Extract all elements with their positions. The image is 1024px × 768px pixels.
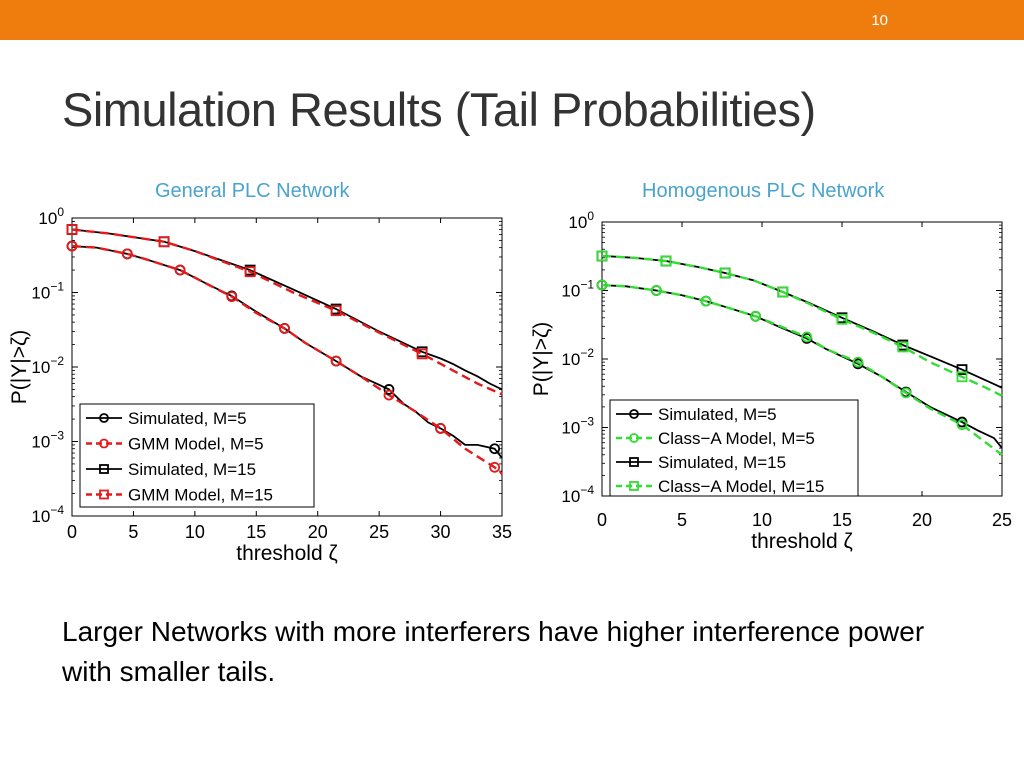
general-y-tick-label: 10−2 bbox=[31, 354, 64, 377]
homogenous-x-tick-label: 0 bbox=[597, 510, 607, 530]
homogenous-point-3 bbox=[897, 341, 909, 353]
homogenous-y-tick-label: 10−2 bbox=[561, 346, 594, 369]
homogenous-x-tick-label: 20 bbox=[912, 510, 932, 530]
general-x-tick-label: 25 bbox=[369, 522, 389, 542]
chart-homogenous-plc: 0 5 10 15 20 25 100 10−1 10−2 10−3 10−4 threshold ζ… bbox=[530, 209, 1012, 553]
homogenous-legend-marker-0 bbox=[629, 409, 639, 419]
general-legend-marker-3 bbox=[99, 489, 109, 500]
general-legend-label-2: Simulated, M=15 bbox=[128, 460, 256, 479]
homogenous-series-line-1 bbox=[601, 283, 1003, 456]
homogenous-legend-marker-2 bbox=[629, 457, 639, 467]
homogenous-legend-box bbox=[609, 399, 859, 497]
general-point-3 bbox=[66, 224, 78, 235]
homogenous-series-line-3 bbox=[601, 254, 1003, 397]
general-point-0 bbox=[383, 384, 395, 395]
homogenous-point-1 bbox=[852, 356, 864, 368]
homogenous-y-tick-label: 100 bbox=[568, 209, 594, 232]
general-x-tick-label: 5 bbox=[128, 522, 138, 542]
general-point-1 bbox=[435, 422, 446, 434]
general-legend-marker-0 bbox=[99, 413, 109, 423]
general-point-3 bbox=[158, 236, 170, 248]
homogenous-y-tick-label: 10−3 bbox=[561, 415, 594, 438]
general-x-tick-label: 35 bbox=[492, 522, 512, 542]
homogenous-point-1 bbox=[750, 310, 762, 322]
homogenous-y-axis-label: P(|Y|>ζ) bbox=[530, 322, 553, 396]
general-point-1 bbox=[279, 322, 290, 334]
general-point-0 bbox=[489, 443, 501, 455]
homogenous-point-1 bbox=[956, 419, 968, 431]
general-x-axis-label: threshold ζ bbox=[236, 542, 337, 565]
homogenous-x-tick-label: 15 bbox=[832, 510, 852, 530]
general-point-1 bbox=[226, 291, 238, 303]
homogenous-point-1 bbox=[801, 331, 813, 343]
homogenous-y-tick-label: 10−1 bbox=[561, 278, 594, 301]
homogenous-legend-label-3: Class−A Model, M=15 bbox=[658, 477, 824, 496]
chart-general-plc: 0 5 10 15 20 25 30 35 100 10−1 10−2 10−3 10−4 thresho… bbox=[8, 205, 512, 565]
homogenous-point-1 bbox=[596, 279, 608, 291]
general-point-3 bbox=[330, 305, 342, 317]
general-y-tick-label: 10−1 bbox=[31, 280, 64, 303]
general-legend-marker-2 bbox=[99, 464, 109, 474]
general-series-line-3 bbox=[71, 228, 503, 396]
general-y-axis-label: P(|Y|>ζ) bbox=[8, 330, 31, 404]
homogenous-point-3 bbox=[719, 267, 731, 279]
general-legend-label-1: GMM Model, M=5 bbox=[128, 435, 264, 454]
general-x-tick-label: 20 bbox=[308, 522, 328, 542]
general-legend-box bbox=[79, 403, 315, 508]
homogenous-x-axis-label: threshold ζ bbox=[751, 530, 852, 553]
homogenous-point-1 bbox=[700, 295, 712, 307]
general-point-1 bbox=[383, 389, 395, 401]
homogenous-point-3 bbox=[836, 313, 848, 325]
general-y-tick-label: 10−4 bbox=[31, 503, 64, 526]
homogenous-legend-label-1: Class−A Model, M=5 bbox=[658, 429, 815, 448]
homogenous-x-tick-label: 10 bbox=[752, 510, 772, 530]
general-y-tick-label: 100 bbox=[38, 205, 64, 228]
general-legend-marker-1 bbox=[99, 438, 109, 449]
general-x-tick-label: 30 bbox=[431, 522, 451, 542]
homogenous-point-3 bbox=[777, 286, 789, 298]
general-point-1 bbox=[489, 461, 501, 473]
homogenous-point-3 bbox=[956, 371, 968, 383]
homogenous-legend-label-2: Simulated, M=15 bbox=[658, 453, 786, 472]
general-x-tick-label: 15 bbox=[246, 522, 266, 542]
general-point-1 bbox=[66, 240, 78, 252]
homogenous-point-1 bbox=[900, 387, 912, 399]
homogenous-point-2 bbox=[956, 364, 968, 376]
slide-title: Simulation Results (Tail Probabilities) bbox=[62, 83, 816, 136]
homogenous-point-3 bbox=[660, 255, 672, 267]
slide-body-text: Larger Networks with more interferers ha… bbox=[62, 616, 925, 687]
homogenous-point-3 bbox=[596, 250, 608, 262]
general-point-1 bbox=[174, 264, 186, 276]
homogenous-x-tick-label: 25 bbox=[992, 510, 1012, 530]
general-point-3 bbox=[244, 266, 256, 278]
slide-number: 10 bbox=[871, 12, 888, 29]
homogenous-y-tick-label: 10−4 bbox=[561, 483, 594, 506]
homogenous-point-1 bbox=[650, 285, 662, 296]
general-point-3 bbox=[416, 348, 428, 360]
chart-title-homogenous: Homogenous PLC Network bbox=[642, 180, 885, 202]
header-bar bbox=[0, 0, 1024, 40]
homogenous-legend-marker-3 bbox=[629, 481, 639, 491]
general-legend-label-0: Simulated, M=5 bbox=[128, 409, 247, 428]
general-series-line-0 bbox=[71, 245, 503, 459]
general-legend-label-3: GMM Model, M=15 bbox=[128, 486, 273, 505]
general-point-1 bbox=[330, 355, 342, 367]
chart-title-general: General PLC Network bbox=[155, 180, 350, 202]
general-y-tick-label: 10−3 bbox=[31, 429, 64, 452]
homogenous-x-tick-label: 5 bbox=[677, 510, 687, 530]
general-point-1 bbox=[121, 248, 133, 260]
general-x-tick-label: 10 bbox=[185, 522, 205, 542]
general-x-tick-label: 0 bbox=[67, 522, 77, 542]
homogenous-legend-label-0: Simulated, M=5 bbox=[658, 405, 777, 424]
homogenous-legend-marker-1 bbox=[629, 433, 639, 443]
